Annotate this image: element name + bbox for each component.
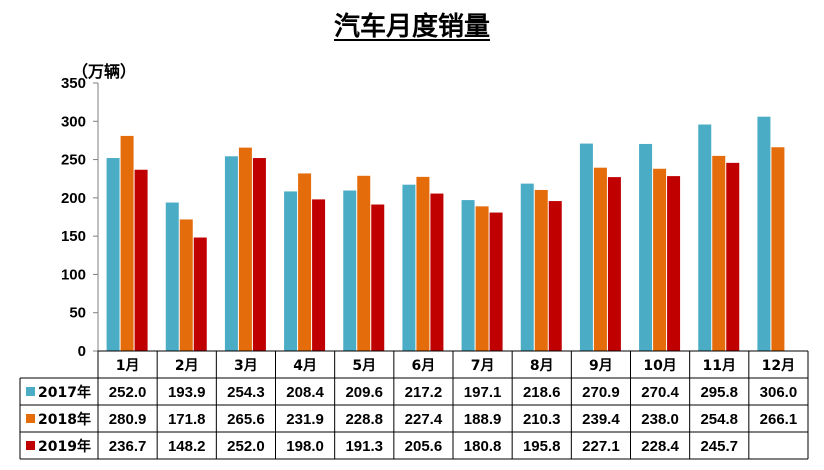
- data-cell: 239.4: [582, 411, 620, 428]
- bar-2018年-3月: [238, 147, 252, 351]
- bar-2019年-3月: [252, 158, 266, 351]
- bar-2019年-5月: [371, 204, 385, 351]
- data-cell: 193.9: [168, 384, 206, 401]
- data-cell: 254.3: [227, 384, 265, 401]
- data-cell: 252.0: [109, 384, 147, 401]
- series-name: 2019年: [38, 438, 91, 455]
- data-cell: 270.4: [641, 384, 679, 401]
- bar-2017年-3月: [224, 156, 238, 351]
- bar-2017年-7月: [461, 200, 475, 351]
- bar-2018年-7月: [475, 206, 489, 351]
- bar-2019年-9月: [607, 177, 621, 351]
- data-cell: 148.2: [168, 438, 206, 455]
- bar-2017年-9月: [579, 143, 593, 351]
- data-cell: 228.8: [345, 411, 383, 428]
- category-label: 1月: [116, 358, 140, 374]
- data-cell: 209.6: [345, 384, 383, 401]
- data-cell: 245.7: [700, 438, 738, 455]
- bar-2019年-10月: [667, 176, 681, 351]
- data-cell: 252.0: [227, 438, 265, 455]
- bar-2018年-5月: [357, 175, 371, 351]
- data-cell: 265.6: [227, 411, 265, 428]
- category-label: 4月: [293, 358, 317, 374]
- bar-2018年-6月: [416, 176, 430, 351]
- category-label: 12月: [762, 358, 795, 374]
- bar-2019年-8月: [548, 201, 562, 351]
- y-tick-label: 350: [61, 75, 86, 92]
- data-cell: 270.9: [582, 384, 620, 401]
- bar-2018年-9月: [593, 167, 607, 351]
- data-cell: 280.9: [109, 411, 147, 428]
- series-name: 2018年: [38, 411, 91, 428]
- data-cell: 180.8: [464, 438, 502, 455]
- data-cell: 217.2: [405, 384, 443, 401]
- data-cell: 254.8: [700, 411, 738, 428]
- bar-2017年-2月: [165, 202, 179, 351]
- category-label: 6月: [412, 358, 436, 374]
- data-cell: 227.4: [405, 411, 443, 428]
- bar-2017年-1月: [106, 158, 120, 351]
- category-label: 9月: [589, 358, 613, 374]
- y-tick-label: 0: [78, 343, 86, 360]
- category-label: 7月: [471, 358, 495, 374]
- data-cell: 306.0: [760, 384, 798, 401]
- bar-2017年-12月: [757, 116, 771, 351]
- bar-2018年-2月: [179, 219, 193, 351]
- data-cell: 205.6: [405, 438, 443, 455]
- bar-2018年-12月: [771, 147, 785, 351]
- category-label: 2月: [175, 358, 199, 374]
- data-cell: 228.4: [641, 438, 679, 455]
- bar-2017年-8月: [520, 183, 534, 351]
- data-cell: 227.1: [582, 438, 620, 455]
- data-cell: 295.8: [700, 384, 738, 401]
- data-cell: 198.0: [286, 438, 324, 455]
- y-tick-label: 150: [61, 228, 86, 245]
- bar-2018年-11月: [712, 155, 726, 351]
- category-label: 11月: [703, 358, 736, 374]
- bar-2018年-1月: [120, 135, 134, 351]
- bar-2017年-5月: [343, 190, 357, 351]
- bar-2019年-2月: [193, 237, 207, 351]
- legend-key-2019年: [26, 441, 35, 450]
- data-cell: 171.8: [168, 411, 206, 428]
- category-label: 8月: [530, 358, 554, 374]
- bar-2019年-11月: [726, 162, 740, 351]
- y-tick-label: 100: [61, 266, 86, 283]
- y-tick-label: 200: [61, 190, 86, 207]
- y-axis-unit-label: （万辆）: [72, 62, 137, 81]
- bar-2019年-7月: [489, 212, 503, 351]
- data-cell: 238.0: [641, 411, 679, 428]
- bar-2017年-10月: [639, 143, 653, 351]
- category-label: 5月: [352, 358, 376, 374]
- category-label: 10月: [643, 358, 676, 374]
- data-cell: 191.3: [345, 438, 383, 455]
- data-cell: 236.7: [109, 438, 147, 455]
- bar-2019年-1月: [134, 169, 148, 351]
- y-tick-label: 250: [61, 152, 86, 169]
- chart-title: 汽车月度销量: [333, 12, 490, 42]
- y-tick-label: 50: [69, 305, 86, 322]
- legend-key-2018年: [26, 414, 35, 423]
- legend-key-2017年: [26, 387, 35, 396]
- bar-2018年-4月: [298, 173, 312, 351]
- category-label: 3月: [234, 358, 258, 374]
- data-cell: 208.4: [286, 384, 324, 401]
- bar-2017年-4月: [284, 191, 298, 351]
- bar-2019年-4月: [312, 199, 326, 351]
- data-cell: 210.3: [523, 411, 561, 428]
- data-cell: 231.9: [286, 411, 324, 428]
- y-tick-label: 300: [61, 113, 86, 130]
- bar-2017年-11月: [698, 124, 712, 352]
- series-name: 2017年: [38, 384, 91, 401]
- data-cell: 266.1: [760, 411, 798, 428]
- data-cell: 188.9: [464, 411, 502, 428]
- bar-2019年-6月: [430, 193, 444, 351]
- bar-2018年-8月: [534, 189, 548, 351]
- data-cell: 218.6: [523, 384, 561, 401]
- bar-2018年-10月: [653, 168, 667, 351]
- data-cell: 195.8: [523, 438, 561, 455]
- bar-2017年-6月: [402, 184, 416, 351]
- data-cell: 197.1: [464, 384, 502, 401]
